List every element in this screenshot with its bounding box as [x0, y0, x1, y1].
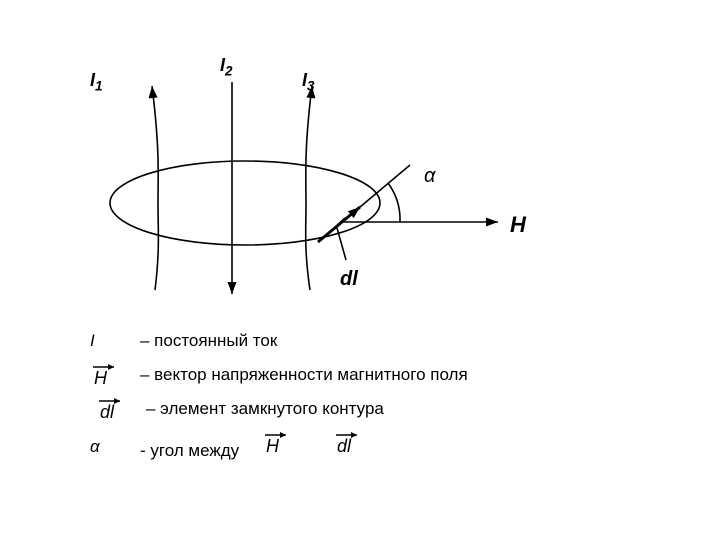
legend-row-H: H – вектор напряженности магнитного поля: [90, 362, 650, 388]
legend-text-I: – постоянный ток: [140, 328, 650, 354]
legend-sym-H: H: [90, 362, 140, 388]
legend-sym-I: I: [90, 328, 140, 354]
svg-text:H: H: [94, 368, 108, 388]
label-dl: dl: [340, 268, 358, 291]
legend-sym-dl: dl: [90, 396, 146, 422]
legend-sym-alpha: α: [90, 434, 140, 460]
legend-text-H: – вектор напряженности магнитного поля: [140, 362, 650, 388]
svg-text:dl: dl: [337, 436, 352, 456]
legend-text-alpha: - угол между H dl: [140, 430, 650, 464]
svg-text:H: H: [266, 436, 280, 456]
label-alpha: α: [424, 165, 435, 188]
label-I1: I1: [90, 70, 103, 94]
legend: I – постоянный ток H – вектор напряженно…: [90, 328, 650, 471]
legend-inline-dl: dl: [333, 430, 363, 456]
legend-row-dl: dl – элемент замкнутого контура: [90, 396, 650, 422]
diagram-stage: I1 I2 I3 H dl α I – постоянный ток H – в…: [0, 0, 720, 540]
legend-row-alpha: α - угол между H dl: [90, 430, 650, 464]
label-I3: I3: [302, 70, 315, 94]
label-I2: I2: [220, 55, 233, 79]
label-H: H: [510, 212, 526, 238]
legend-row-I: I – постоянный ток: [90, 328, 650, 354]
legend-inline-H: H: [262, 430, 292, 456]
legend-text-dl: – элемент замкнутого контура: [146, 396, 650, 422]
svg-text:dl: dl: [100, 402, 115, 422]
